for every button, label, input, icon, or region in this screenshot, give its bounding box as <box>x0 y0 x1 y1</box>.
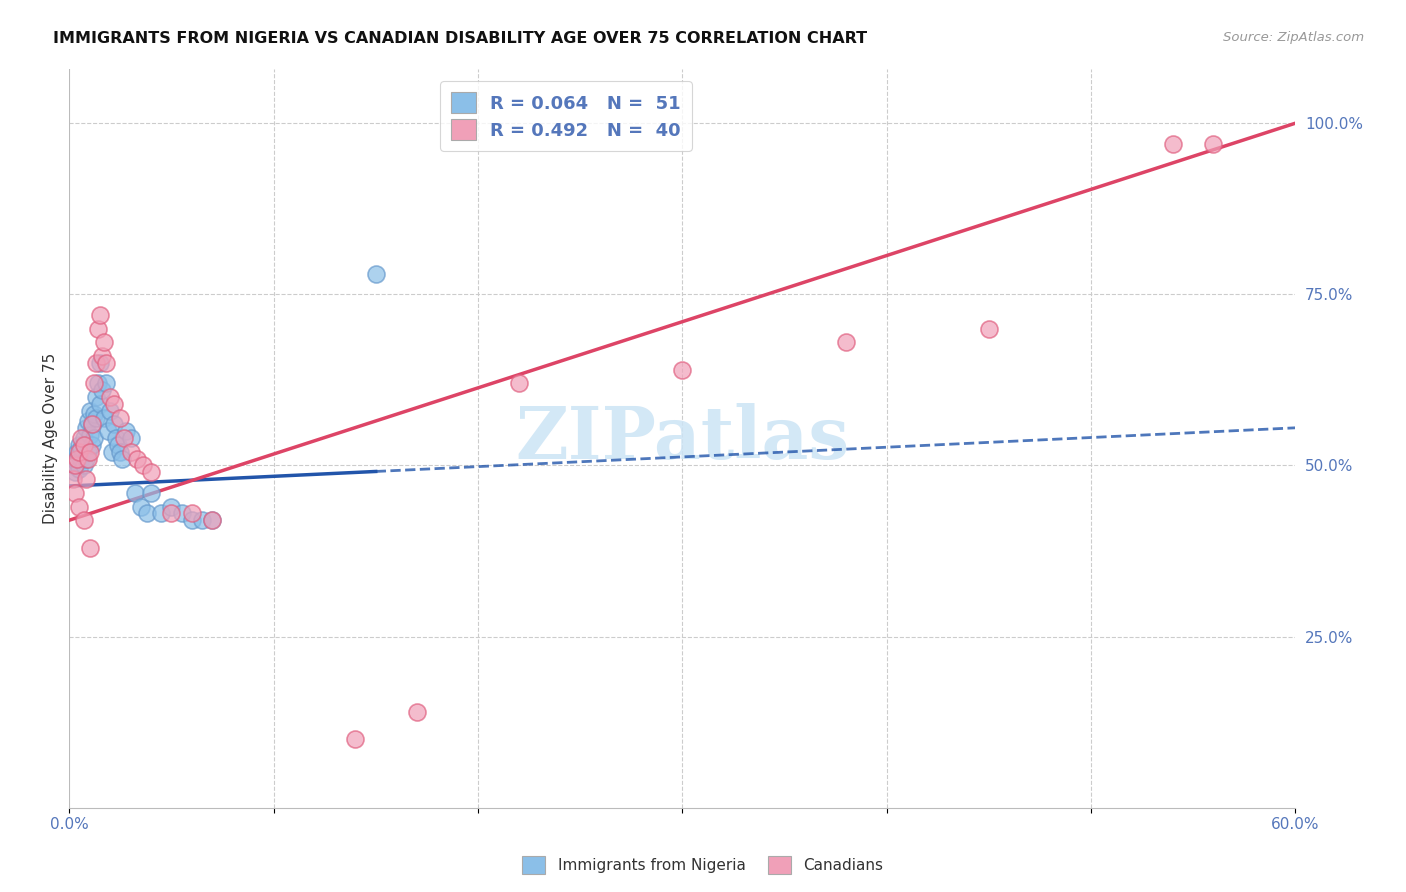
Point <box>405 705 427 719</box>
Point <box>83 376 105 391</box>
Point <box>62 472 84 486</box>
Point <box>112 431 135 445</box>
Point <box>79 403 101 417</box>
Point <box>105 431 128 445</box>
Point <box>671 362 693 376</box>
Point <box>132 458 155 473</box>
Point <box>90 349 112 363</box>
Point <box>65 486 87 500</box>
Point <box>66 451 89 466</box>
Point <box>101 444 124 458</box>
Point <box>65 451 87 466</box>
Point <box>508 376 530 391</box>
Point <box>160 500 183 514</box>
Point <box>75 451 97 466</box>
Point <box>129 500 152 514</box>
Point <box>90 383 112 397</box>
Point <box>69 462 91 476</box>
Point <box>93 335 115 350</box>
Point <box>87 321 110 335</box>
Point <box>66 455 89 469</box>
Point <box>84 410 107 425</box>
Point <box>62 458 84 473</box>
Point <box>135 507 157 521</box>
Point <box>80 417 103 432</box>
Point <box>70 442 93 456</box>
Point <box>76 444 98 458</box>
Point <box>70 431 93 445</box>
Legend: Immigrants from Nigeria, Canadians: Immigrants from Nigeria, Canadians <box>516 850 890 880</box>
Point <box>75 472 97 486</box>
Point <box>344 732 367 747</box>
Point <box>201 513 224 527</box>
Point <box>139 486 162 500</box>
Point <box>89 356 111 370</box>
Point <box>93 410 115 425</box>
Point <box>103 417 125 432</box>
Point <box>103 397 125 411</box>
Point <box>80 417 103 432</box>
Point <box>160 507 183 521</box>
Point <box>94 376 117 391</box>
Point <box>89 397 111 411</box>
Point <box>72 431 94 445</box>
Point <box>72 438 94 452</box>
Point <box>70 451 93 466</box>
Point <box>124 486 146 500</box>
Text: ZIPatlas: ZIPatlas <box>515 402 849 474</box>
Point <box>69 444 91 458</box>
Point <box>110 444 132 458</box>
Point <box>110 410 132 425</box>
Point <box>139 466 162 480</box>
Point <box>98 390 121 404</box>
Point <box>69 448 91 462</box>
Point <box>364 267 387 281</box>
Point <box>84 356 107 370</box>
Point <box>107 438 129 452</box>
Point <box>75 421 97 435</box>
Point <box>170 507 193 521</box>
Point <box>191 513 214 527</box>
Point <box>79 541 101 555</box>
Point <box>180 507 202 521</box>
Point <box>69 500 91 514</box>
Point <box>120 431 142 445</box>
Point <box>80 438 103 452</box>
Point <box>125 451 148 466</box>
Point <box>150 507 173 521</box>
Point <box>977 321 1000 335</box>
Point <box>201 513 224 527</box>
Point <box>1161 136 1184 151</box>
Point <box>180 513 202 527</box>
Point <box>84 390 107 404</box>
Point <box>94 356 117 370</box>
Legend: R = 0.064   N =  51, R = 0.492   N =  40: R = 0.064 N = 51, R = 0.492 N = 40 <box>440 81 692 151</box>
Point <box>65 466 87 480</box>
Point <box>66 444 89 458</box>
Text: IMMIGRANTS FROM NIGERIA VS CANADIAN DISABILITY AGE OVER 75 CORRELATION CHART: IMMIGRANTS FROM NIGERIA VS CANADIAN DISA… <box>53 31 868 46</box>
Point <box>98 403 121 417</box>
Point <box>72 513 94 527</box>
Text: Source: ZipAtlas.com: Source: ZipAtlas.com <box>1223 31 1364 45</box>
Point <box>76 451 98 466</box>
Point <box>83 407 105 421</box>
Point <box>1202 136 1225 151</box>
Y-axis label: Disability Age Over 75: Disability Age Over 75 <box>44 352 58 524</box>
Point <box>97 424 120 438</box>
Point <box>115 424 138 438</box>
Point <box>89 308 111 322</box>
Point <box>834 335 856 350</box>
Point <box>79 444 101 458</box>
Point <box>79 427 101 442</box>
Point <box>72 458 94 473</box>
Point <box>111 451 134 466</box>
Point <box>76 414 98 428</box>
Point <box>87 376 110 391</box>
Point <box>65 458 87 473</box>
Point <box>120 444 142 458</box>
Point <box>69 438 91 452</box>
Point <box>83 431 105 445</box>
